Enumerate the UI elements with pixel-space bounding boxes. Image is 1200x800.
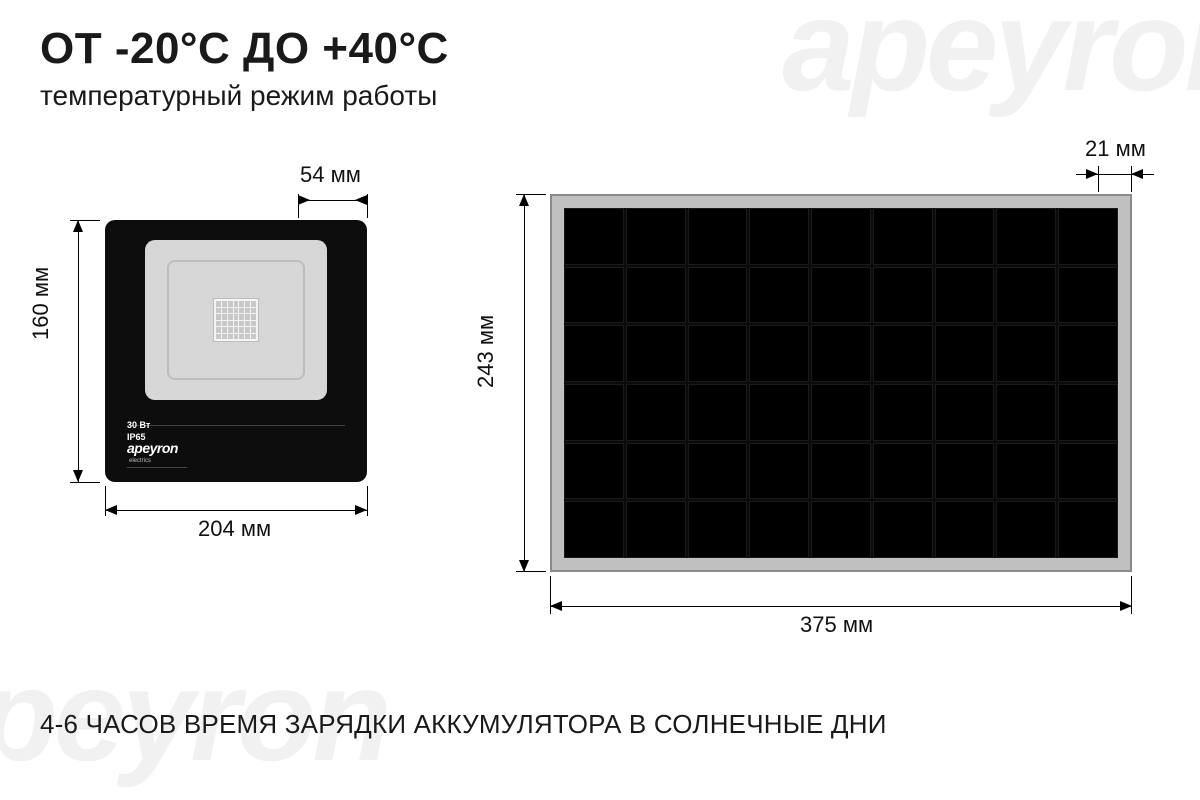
dim-arrowhead: [519, 194, 529, 206]
dim-arrowhead: [73, 470, 83, 482]
dim-arrowhead: [550, 601, 562, 611]
dim-extension-line: [367, 194, 368, 218]
dim-label: 21 мм: [1085, 136, 1146, 161]
footer-charging-time: 4-6 ЧАСОВ ВРЕМЯ ЗАРЯДКИ АККУМУЛЯТОРА В С…: [40, 709, 887, 740]
dim-extension-line: [367, 486, 368, 516]
dim-arrowhead: [519, 560, 529, 572]
dim-arrowhead: [355, 505, 367, 515]
dim-arrowhead: [105, 505, 117, 515]
floodlight-diagram: 30 Вт IP65 apeyron electrics: [105, 220, 367, 482]
divider-line: [127, 467, 187, 468]
dim-arrowhead: [73, 220, 83, 232]
dim-panel-height: 243 мм: [473, 315, 499, 388]
dim-label: 243 мм: [473, 315, 498, 388]
dim-panel-width: 375 мм: [800, 612, 873, 638]
dim-floodlight-height: 160 мм: [28, 267, 54, 340]
watermark: apeyron: [782, 0, 1200, 120]
solar-panel-frame: [550, 194, 1132, 572]
dim-label: 204 мм: [198, 516, 271, 541]
led-chip-grid: [213, 298, 259, 342]
brand-logo-text: apeyron: [127, 440, 178, 456]
solar-panel-diagram: [550, 194, 1132, 572]
solar-cell-grid: [564, 208, 1118, 558]
divider-line: [127, 425, 345, 426]
dim-floodlight-width: 204 мм: [198, 516, 271, 542]
dim-arrowhead: [1120, 601, 1132, 611]
dim-arrowhead: [298, 195, 310, 205]
dim-arrowhead: [355, 195, 367, 205]
dim-arrowhead: [1131, 169, 1143, 179]
temperature-range-title: ОТ -20°C ДО +40°C: [40, 24, 449, 74]
dim-line: [78, 220, 79, 482]
dim-line: [105, 510, 367, 511]
temperature-range-subtitle: температурный режим работы: [40, 80, 449, 112]
floodlight-glass: [145, 240, 327, 400]
floodlight-body: 30 Вт IP65 apeyron electrics: [105, 220, 367, 482]
dim-label: 54 мм: [300, 162, 361, 187]
wattage-label: 30 Вт: [127, 420, 150, 432]
dim-panel-depth: 21 мм: [1085, 136, 1146, 162]
dim-arrowhead: [1086, 169, 1098, 179]
dim-extension-line: [70, 482, 100, 483]
dim-label: 160 мм: [28, 267, 53, 340]
dim-label: 375 мм: [800, 612, 873, 637]
header-block: ОТ -20°C ДО +40°C температурный режим ра…: [40, 24, 449, 112]
dim-extension-line: [1098, 166, 1099, 192]
dim-line: [550, 606, 1132, 607]
brand-subtext: electrics: [129, 458, 151, 464]
dim-line: [524, 194, 525, 572]
dim-floodlight-depth: 54 мм: [300, 162, 361, 188]
